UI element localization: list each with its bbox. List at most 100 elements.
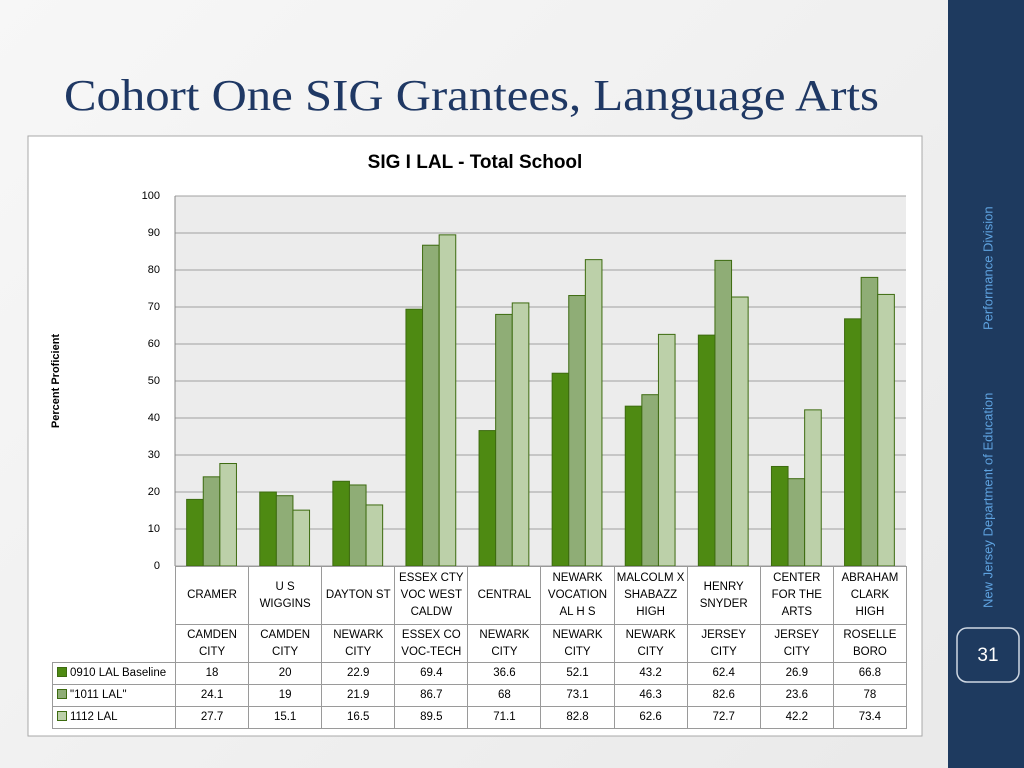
district-label: JERSEY CITY [686,624,761,663]
bar [731,296,749,567]
bar [332,480,350,567]
bar [860,276,879,567]
value-cell: 62.6 [613,706,688,729]
value-cell: 36.6 [467,662,542,685]
y-tick-label: 30 [148,449,160,461]
bar [844,318,862,567]
bar [787,478,806,567]
bar [438,234,457,567]
y-tick-label: 20 [148,486,160,498]
y-tick-label: 50 [148,375,160,387]
bar [641,394,659,567]
value-cell: 42.2 [759,706,834,729]
y-tick-label: 60 [148,338,160,350]
bar [219,463,237,567]
value-cell: 72.7 [686,706,761,729]
page-number: 31 [977,645,998,666]
bar [657,333,676,567]
legend-label: 0910 LAL Baseline [70,667,167,679]
value-cell: 46.3 [613,684,688,707]
district-label: CAMDEN CITY [248,624,323,663]
bar [348,484,367,567]
x-tick-label: ESSEX CTY VOC WEST CALDW [394,566,469,625]
district-row: CAMDEN CITY CAMDEN CITY NEWARK CITY ESSEX C… [53,624,907,663]
bar [275,495,294,567]
legend-entry: 1112 LAL [52,706,176,729]
slide-title: Cohort One SIG Grantees, Language Arts [64,71,879,120]
y-tick-label: 80 [148,264,160,276]
value-cell: 71.1 [467,706,542,729]
value-cell: 82.6 [686,684,761,707]
value-cell: 22.9 [321,662,396,685]
page-number-box [956,627,1020,683]
legend-label: 1112 LAL [70,711,118,723]
legend-entry: 0910 LAL Baseline [52,662,176,685]
legend-swatch [57,667,67,677]
y-axis-label: Percent Proficient [50,334,62,428]
y-tick-label: 70 [148,301,160,313]
value-cell: 16.5 [321,706,396,729]
bar [624,405,643,567]
value-cell: 20 [248,662,323,685]
value-cell: 23.6 [759,684,834,707]
bar [568,295,586,567]
value-cell: 26.9 [759,662,834,685]
district-label: NEWARK CITY [613,624,688,663]
bar [584,259,603,567]
bar [697,334,716,567]
legend-label: "1011 LAL" [70,689,127,701]
value-cell: 69.4 [394,662,469,685]
bar [405,308,424,567]
x-tick-label: MALCOLM X SHABAZZ HIGH [613,566,688,625]
series-row: "1011 LAL" 24.1 19 21.9 86.7 68 73.1 46.3 82.6 23… [52,684,907,707]
value-cell: 73.1 [540,684,615,707]
bar [292,509,311,567]
bar [714,259,733,567]
value-cell: 89.5 [394,706,469,729]
district-label: NEWARK CITY [321,624,396,663]
division: Performance Division [980,206,995,330]
blank-cell [53,625,176,663]
y-tick-label: 0 [154,560,160,572]
value-cell: 24.1 [174,684,250,707]
bar [365,504,384,567]
bar [770,465,789,567]
bar [877,293,895,567]
value-cell: 66.8 [832,662,907,685]
value-cell: 27.7 [174,706,250,729]
value-cell: 52.1 [540,662,615,685]
value-cell: 43.2 [613,662,688,685]
value-cell: 21.9 [321,684,396,707]
bar [804,409,822,567]
x-tick-label: CENTER FOR THE ARTS [759,566,834,625]
chart-title: SIG I LAL - Total School [368,152,583,173]
x-tick-label: U S WIGGINS [248,566,323,625]
value-cell: 68 [467,684,542,707]
x-tick-label: DAYTON ST [321,566,396,625]
legend-swatch [57,689,67,699]
y-tick-label: 40 [148,412,160,424]
value-cell: 15.1 [248,706,323,729]
bar [186,498,204,567]
series-row: 0910 LAL Baseline 18 20 22.9 69.4 36.6 52.1 43.… [52,662,907,685]
bar [478,430,497,567]
legend-entry: "1011 LAL" [52,684,176,707]
value-cell: 73.4 [832,706,907,729]
legend-swatch [57,711,67,721]
value-cell: 19 [248,684,323,707]
bar [511,302,530,567]
value-cell: 78 [832,684,907,707]
data-table: CRAMER U S WIGGINS DAYTON ST ESSEX CTY VOC … [52,566,907,729]
x-tick-label: ABRAHAM CLARK HIGH [832,566,907,625]
value-cell: 86.7 [394,684,469,707]
district-label: CAMDEN CITY [174,624,250,663]
bar [422,244,440,567]
value-cell: 18 [174,662,250,685]
district-label: JERSEY CITY [759,624,834,663]
bar [551,372,570,567]
bar [495,313,513,567]
x-tick-label: CRAMER [174,566,250,625]
district-label: ROSELLE BORO [832,624,907,663]
blank-cell [53,567,176,625]
